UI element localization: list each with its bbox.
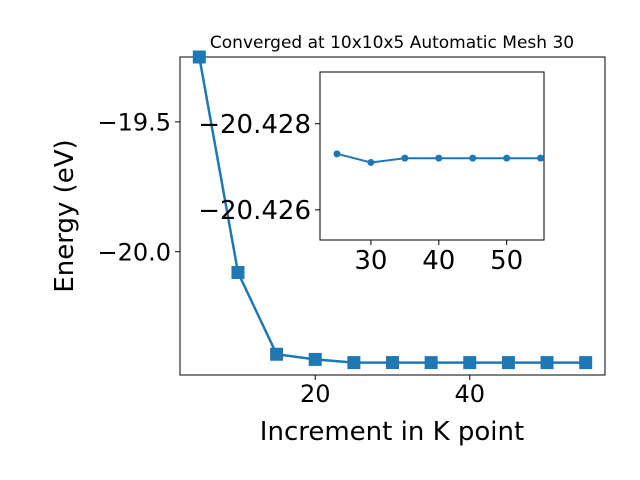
inset-y-tick-label: −20.428 xyxy=(198,110,311,140)
main-data-point xyxy=(386,356,399,370)
inset-data-point xyxy=(401,154,409,162)
y-axis-label: Energy (eV) xyxy=(50,139,80,292)
inset-data-point xyxy=(503,154,511,162)
inset-data-point xyxy=(537,154,545,162)
main-y-tick-label: −19.5 xyxy=(97,109,171,137)
main-data-point xyxy=(192,50,206,64)
main-y-tick-label: −20.0 xyxy=(97,238,171,266)
inset-plot-area: 30 40 50 −20.428 −20.426 xyxy=(198,71,545,276)
main-data-point xyxy=(270,347,284,361)
main-x-tick-label: 40 xyxy=(454,380,485,408)
main-data-point xyxy=(347,356,361,370)
main-data-point xyxy=(463,356,477,370)
main-data-point xyxy=(501,356,515,370)
inset-data-point xyxy=(367,158,375,166)
inset-x-tick-label: 30 xyxy=(354,246,387,276)
inset-frame xyxy=(319,71,545,241)
x-axis-label: Increment in K point xyxy=(260,417,524,447)
main-x-tick-label: 20 xyxy=(300,380,331,408)
main-data-point xyxy=(579,356,593,370)
inset-y-tick-label: −20.426 xyxy=(198,196,311,226)
main-data-point xyxy=(540,356,554,370)
main-data-point xyxy=(424,356,438,370)
main-data-point xyxy=(231,265,245,279)
inset-data-point xyxy=(333,150,341,158)
inset-data-point xyxy=(435,154,443,162)
inset-x-tick-label: 50 xyxy=(490,246,523,276)
inset-x-tick-label: 40 xyxy=(422,246,455,276)
chart-title: Converged at 10x10x5 Automatic Mesh 30 xyxy=(210,33,574,53)
inset-data-point xyxy=(469,154,477,162)
main-data-point xyxy=(308,352,322,366)
